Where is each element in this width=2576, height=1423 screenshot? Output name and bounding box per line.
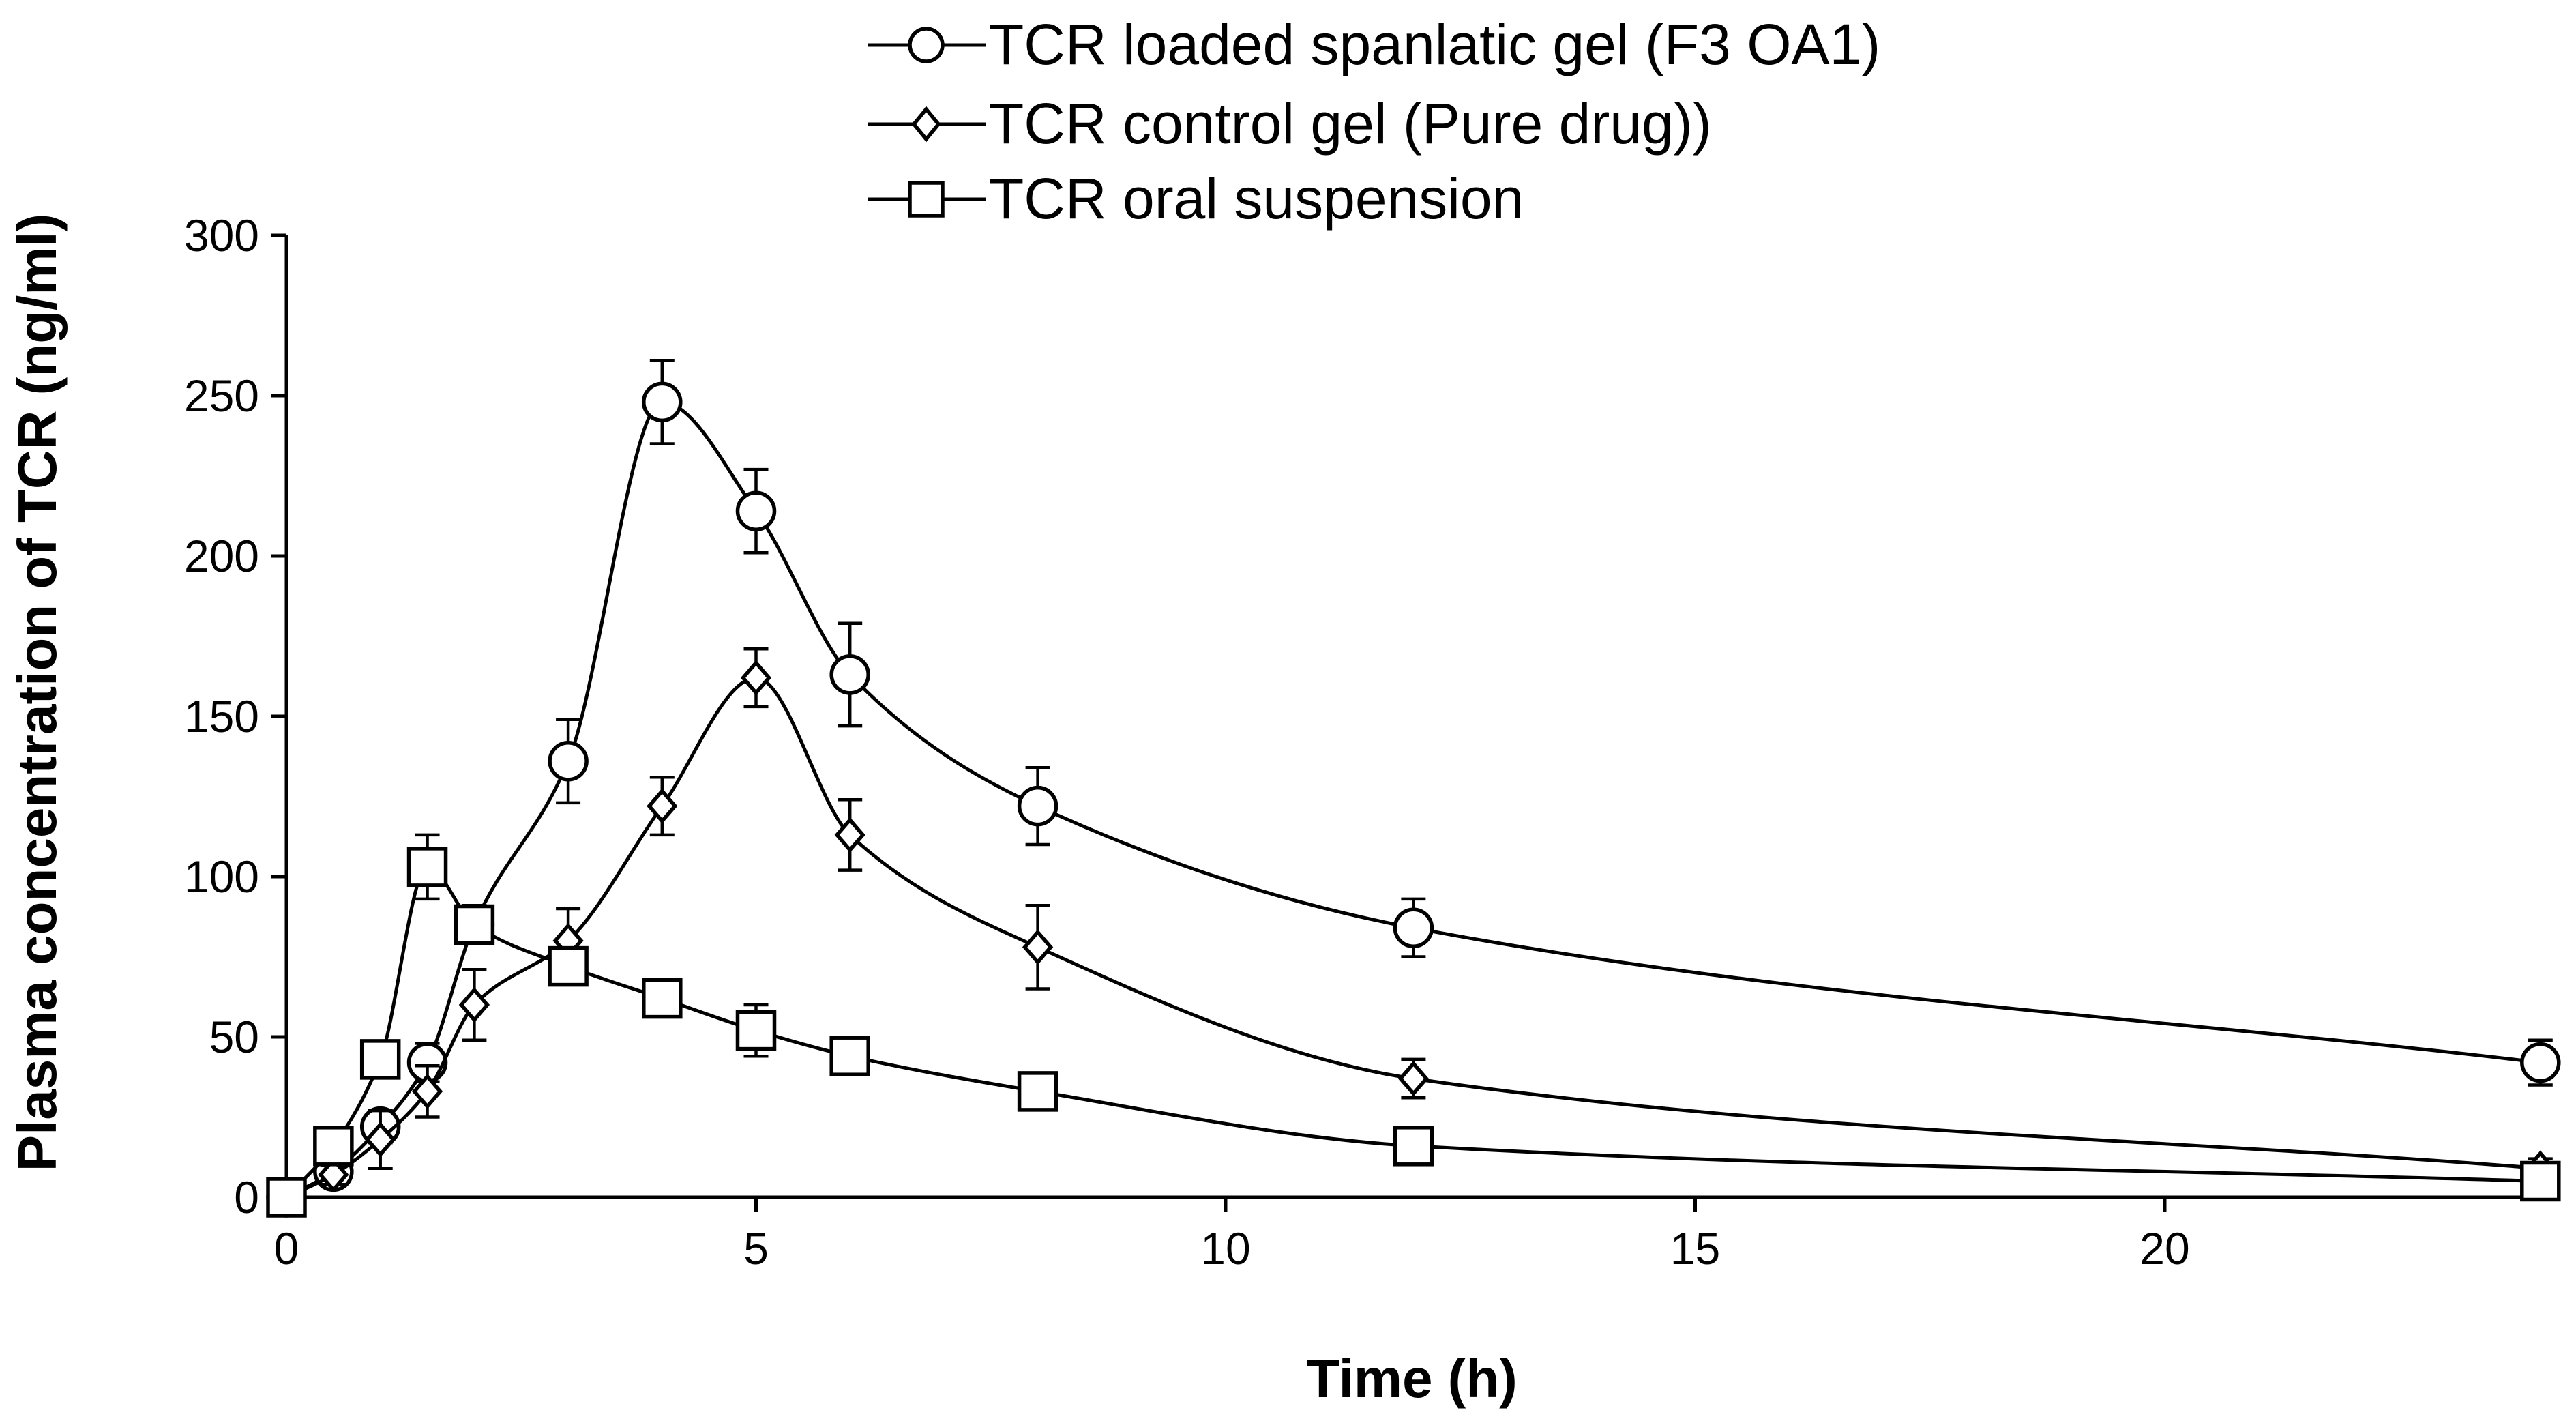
data-point-square: [548, 945, 589, 987]
data-point-diamond: [318, 1156, 349, 1193]
y-tick-label: 100: [184, 851, 259, 902]
y-tick-label: 150: [184, 691, 259, 742]
data-point-circle: [642, 381, 683, 423]
data-point-diamond: [365, 1121, 396, 1158]
data-point-diamond: [834, 817, 865, 853]
y-tick-label: 200: [184, 531, 259, 581]
x-axis-title: Time (h): [1306, 1348, 1518, 1409]
x-tick-label: 10: [1200, 1223, 1250, 1274]
x-tick-label: 0: [274, 1223, 299, 1274]
data-point-circle: [735, 490, 777, 531]
data-point-square: [1393, 1126, 1434, 1167]
data-point-diamond: [740, 660, 772, 696]
data-point-square: [1017, 1071, 1058, 1112]
data-point-square: [454, 904, 495, 945]
y-tick-label: 300: [184, 210, 259, 261]
data-point-square: [2520, 1160, 2561, 1202]
axes: [284, 235, 2541, 1199]
legend: TCR loaded spanlatic gel (F3 OA1) TCR co…: [868, 12, 1880, 231]
legend-label-control-gel: TCR control gel (Pure drug)): [989, 91, 1712, 156]
y-tick-label: 0: [234, 1172, 259, 1222]
data-point-diamond: [411, 1073, 443, 1110]
legend-marker-diamond: [911, 106, 941, 143]
data-point-square: [406, 847, 448, 887]
data-point-circle: [2520, 1042, 2561, 1083]
plot-area: [266, 359, 2561, 1218]
legend-item-spanlatic-gel: TCR loaded spanlatic gel (F3 OA1): [868, 12, 1880, 76]
data-point-square: [642, 978, 683, 1019]
data-point-diamond: [458, 986, 490, 1023]
series-oral-suspension: [266, 833, 2561, 1218]
data-point-square: [266, 1177, 307, 1218]
x-tick-label: 5: [743, 1223, 769, 1274]
legend-label-spanlatic-gel: TCR loaded spanlatic gel (F3 OA1): [989, 12, 1880, 76]
y-tick-label: 250: [184, 370, 259, 421]
y-ticks: 0 50 100 150 200 250 300: [184, 210, 286, 1222]
legend-marker-circle: [908, 27, 945, 63]
data-point-circle: [1017, 785, 1058, 827]
y-tick-label: 50: [209, 1012, 259, 1062]
legend-item-control-gel: TCR control gel (Pure drug)): [868, 91, 1712, 156]
data-point-diamond: [647, 788, 678, 824]
data-point-square: [359, 1039, 401, 1080]
legend-marker-square: [908, 181, 945, 218]
x-tick-label: 15: [1670, 1223, 1720, 1274]
data-point-diamond: [1397, 1060, 1430, 1097]
data-point-square: [829, 1036, 870, 1076]
data-point-square: [313, 1126, 354, 1167]
x-tick-label: 20: [2140, 1223, 2189, 1274]
data-point-circle: [548, 741, 589, 782]
legend-label-oral-suspension: TCR oral suspension: [989, 166, 1524, 231]
data-point-diamond: [1022, 929, 1054, 965]
x-ticks: 0 5 10 15 20: [274, 1197, 2190, 1274]
legend-item-oral-suspension: TCR oral suspension: [868, 166, 1524, 231]
data-point-circle: [1393, 907, 1434, 948]
data-point-square: [735, 1010, 777, 1051]
y-axis-title: Plasma concentration of TCR (ng/ml): [7, 214, 68, 1172]
data-point-circle: [829, 654, 870, 695]
